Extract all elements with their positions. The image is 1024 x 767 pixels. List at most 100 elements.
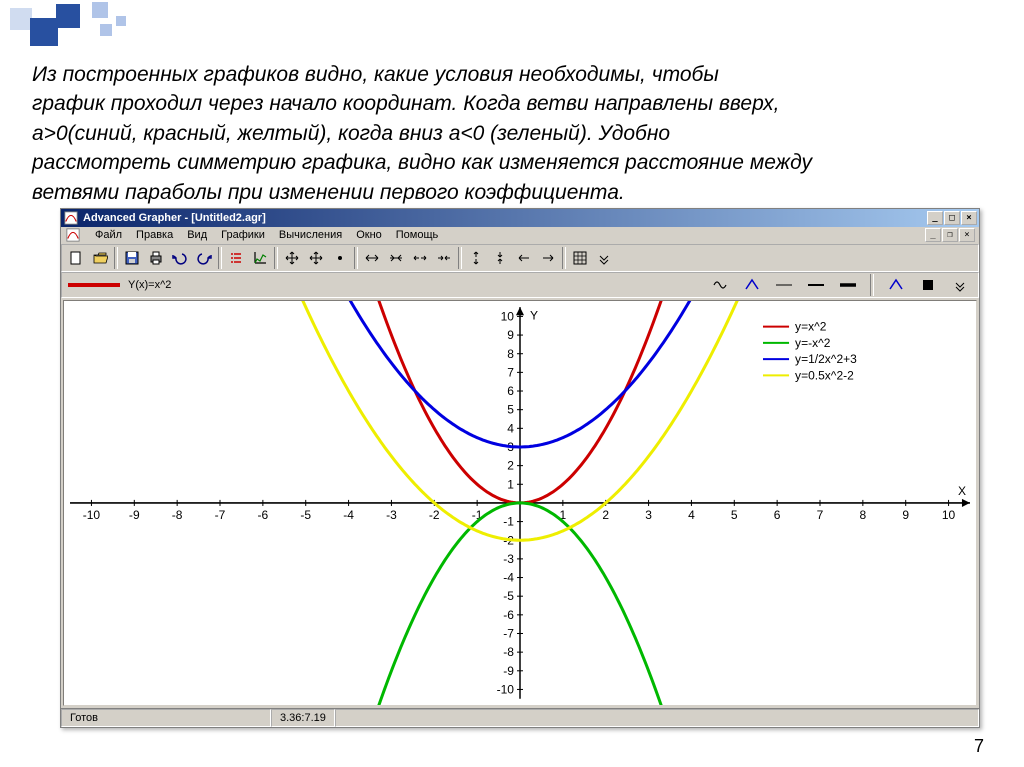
menu-graphs[interactable]: Графики (215, 227, 271, 243)
svg-text:6: 6 (507, 384, 514, 398)
svg-text:-7: -7 (215, 508, 226, 522)
move-button[interactable] (280, 247, 304, 269)
doc-restore-button[interactable]: ❐ (942, 228, 958, 242)
svg-text:-4: -4 (343, 508, 354, 522)
svg-text:-2: -2 (429, 508, 440, 522)
svg-text:-5: -5 (300, 508, 311, 522)
menu-calc[interactable]: Вычисления (273, 227, 348, 243)
menubar: Файл Правка Вид Графики Вычисления Окно … (61, 227, 979, 245)
svg-text:4: 4 (507, 421, 514, 435)
close-button[interactable]: × (961, 211, 977, 225)
svg-text:6: 6 (774, 508, 781, 522)
status-spacer (335, 709, 979, 727)
svg-text:5: 5 (507, 403, 514, 417)
svg-text:-8: -8 (172, 508, 183, 522)
svg-text:-10: -10 (83, 508, 101, 522)
menu-window[interactable]: Окно (350, 227, 388, 243)
svg-text:-3: -3 (386, 508, 397, 522)
right-button[interactable] (536, 247, 560, 269)
abs2-icon[interactable] (884, 274, 908, 296)
menu-edit[interactable]: Правка (130, 227, 179, 243)
abs-icon[interactable] (740, 274, 764, 296)
svg-text:y=-x^2: y=-x^2 (795, 336, 831, 350)
svg-text:-6: -6 (503, 608, 514, 622)
svg-text:-6: -6 (258, 508, 269, 522)
svg-text:y=1/2x^2+3: y=1/2x^2+3 (795, 352, 857, 366)
doc-minimize-button[interactable]: _ (925, 228, 941, 242)
print-button[interactable] (144, 247, 168, 269)
slide-body-text: Из построенных графиков видно, какие усл… (32, 60, 992, 207)
statusbar: Готов 3.36:7.19 (61, 708, 979, 727)
svg-text:-3: -3 (503, 552, 514, 566)
move2-button[interactable] (304, 247, 328, 269)
save-button[interactable] (120, 247, 144, 269)
status-ready: Готов (61, 709, 271, 727)
line-med-icon[interactable] (804, 274, 828, 296)
contract-h-button[interactable] (384, 247, 408, 269)
svg-text:3: 3 (645, 508, 652, 522)
svg-text:-10: -10 (497, 683, 515, 697)
minimize-button[interactable]: _ (927, 211, 943, 225)
new-button[interactable] (64, 247, 88, 269)
undo-button[interactable] (168, 247, 192, 269)
hstretch-button[interactable] (408, 247, 432, 269)
svg-text:-9: -9 (503, 664, 514, 678)
line-thin-icon[interactable] (772, 274, 796, 296)
svg-text:-7: -7 (503, 627, 514, 641)
svg-text:2: 2 (602, 508, 609, 522)
svg-text:-4: -4 (503, 571, 514, 585)
svg-text:7: 7 (507, 365, 514, 379)
left-button[interactable] (512, 247, 536, 269)
svg-text:y=x^2: y=x^2 (795, 320, 827, 334)
chart-canvas: X Y -10 -9 -8 -7 -6 -5 -4 -3 -2 -1 1 2 3 4 5 6 7 8 9 10 -10 -9 -… (64, 301, 976, 705)
vshrink-button[interactable] (488, 247, 512, 269)
formula-display: Y(x)=x^2 (128, 279, 171, 291)
window-controls: _ □ × (927, 211, 977, 225)
window-title: Advanced Grapher - [Untitled2.agr] (83, 212, 927, 224)
line-color-sample[interactable] (68, 283, 120, 287)
line-thick-icon[interactable] (836, 274, 860, 296)
svg-text:9: 9 (507, 328, 514, 342)
grapher-app-window: Advanced Grapher - [Untitled2.agr] _ □ ×… (60, 208, 980, 728)
grid-button[interactable] (568, 247, 592, 269)
svg-text:-1: -1 (503, 515, 514, 529)
doc-close-button[interactable]: × (959, 228, 975, 242)
open-button[interactable] (88, 247, 112, 269)
expand-h-button[interactable] (360, 247, 384, 269)
svg-text:4: 4 (688, 508, 695, 522)
menu-file[interactable]: Файл (89, 227, 128, 243)
svg-text:7: 7 (817, 508, 824, 522)
axes-button[interactable] (248, 247, 272, 269)
fill-icon[interactable] (916, 274, 940, 296)
svg-text:1: 1 (507, 477, 514, 491)
svg-text:10: 10 (501, 310, 515, 324)
app-icon (63, 210, 79, 226)
svg-text:10: 10 (942, 508, 956, 522)
maximize-button[interactable]: □ (944, 211, 960, 225)
overflow-button[interactable] (592, 247, 616, 269)
sine-icon[interactable] (708, 274, 732, 296)
svg-text:8: 8 (507, 347, 514, 361)
redo-button[interactable] (192, 247, 216, 269)
doc-icon (65, 227, 81, 243)
list-button[interactable] (224, 247, 248, 269)
vstretch-button[interactable] (464, 247, 488, 269)
overflow2-button[interactable] (948, 274, 972, 296)
svg-text:-9: -9 (129, 508, 140, 522)
svg-text:-8: -8 (503, 645, 514, 659)
text-line: график проходил через начало координат. … (32, 92, 779, 115)
svg-text:Y: Y (530, 308, 538, 322)
svg-text:9: 9 (902, 508, 909, 522)
menu-help[interactable]: Помощь (390, 227, 445, 243)
text-line: рассмотреть симметрию графика, видно как… (32, 151, 812, 174)
svg-text:X: X (958, 484, 966, 498)
svg-text:-5: -5 (503, 589, 514, 603)
text-line: а>0(синий, красный, желтый), когда вниз … (32, 122, 670, 145)
menu-view[interactable]: Вид (181, 227, 213, 243)
text-line: ветвями параболы при изменении первого к… (32, 181, 625, 204)
slide-decoration (0, 0, 140, 45)
svg-text:y=0.5x^2-2: y=0.5x^2-2 (795, 368, 854, 382)
point-button[interactable] (328, 247, 352, 269)
plot-area[interactable]: X Y -10 -9 -8 -7 -6 -5 -4 -3 -2 -1 1 2 3 4 5 6 7 8 9 10 -10 -9 -… (63, 300, 977, 706)
hshrink-button[interactable] (432, 247, 456, 269)
